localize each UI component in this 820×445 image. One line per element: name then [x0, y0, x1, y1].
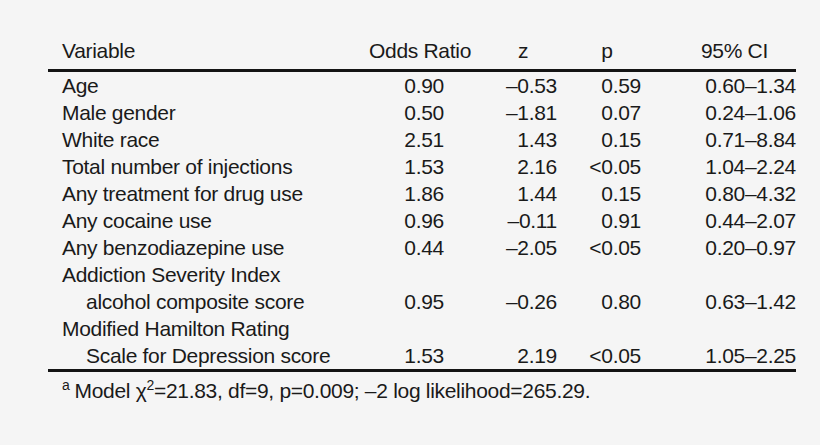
table-row: Scale for Depression score 1.53 2.19 <0.…: [48, 342, 796, 371]
cell-odds-ratio: 1.53: [359, 153, 481, 180]
cell-odds-ratio: [359, 261, 481, 288]
regression-results-table: Variable Odds Ratio z p 95% CI Age 0.90 …: [48, 30, 796, 372]
cell-z: 1.43: [481, 126, 565, 153]
table-row: Any treatment for drug use 1.86 1.44 0.1…: [48, 180, 796, 207]
cell-p: [565, 315, 649, 342]
regression-results-table-wrap: Variable Odds Ratio z p 95% CI Age 0.90 …: [48, 30, 758, 403]
chi-symbol: χ: [136, 379, 147, 402]
column-header-odds-ratio: Odds Ratio: [359, 30, 481, 71]
cell-ci: 0.24–1.06: [649, 99, 796, 126]
cell-variable: Male gender: [48, 99, 359, 126]
cell-z: –1.81: [481, 99, 565, 126]
cell-z: –0.53: [481, 71, 565, 100]
cell-p: 0.59: [565, 71, 649, 100]
cell-ci: 1.04–2.24: [649, 153, 796, 180]
cell-odds-ratio: 0.90: [359, 71, 481, 100]
table-header: Variable Odds Ratio z p 95% CI: [48, 30, 796, 71]
cell-odds-ratio: 0.96: [359, 207, 481, 234]
table-row: Any cocaine use 0.96 –0.11 0.91 0.44–2.0…: [48, 207, 796, 234]
cell-p: 0.07: [565, 99, 649, 126]
cell-variable: Any treatment for drug use: [48, 180, 359, 207]
table-row: White race 2.51 1.43 0.15 0.71–8.84: [48, 126, 796, 153]
table-header-row: Variable Odds Ratio z p 95% CI: [48, 30, 796, 71]
table-row: Modified Hamilton Rating: [48, 315, 796, 342]
cell-variable: Addiction Severity Index: [48, 261, 359, 288]
table-row: Age 0.90 –0.53 0.59 0.60–1.34: [48, 71, 796, 100]
cell-variable: Age: [48, 71, 359, 100]
table-row: Any benzodiazepine use 0.44 –2.05 <0.05 …: [48, 234, 796, 261]
cell-z: 2.19: [481, 342, 565, 371]
cell-ci: 0.44–2.07: [649, 207, 796, 234]
cell-odds-ratio: 0.50: [359, 99, 481, 126]
cell-variable: Any benzodiazepine use: [48, 234, 359, 261]
footnote-text-after-chi: =21.83, df=9, p=0.009; –2 log likelihood…: [154, 379, 590, 402]
cell-z: –0.11: [481, 207, 565, 234]
table-row: alcohol composite score 0.95 –0.26 0.80 …: [48, 288, 796, 315]
cell-variable: Any cocaine use: [48, 207, 359, 234]
cell-variable: Scale for Depression score: [48, 342, 359, 371]
cell-ci: 0.63–1.42: [649, 288, 796, 315]
cell-ci: 0.71–8.84: [649, 126, 796, 153]
cell-odds-ratio: 0.95: [359, 288, 481, 315]
cell-ci: 0.80–4.32: [649, 180, 796, 207]
footnote-text-before-chi: Model: [75, 379, 136, 402]
column-header-ci: 95% CI: [649, 30, 796, 71]
cell-p: [565, 261, 649, 288]
table-row: Total number of injections 1.53 2.16 <0.…: [48, 153, 796, 180]
cell-odds-ratio: 1.53: [359, 342, 481, 371]
cell-z: 1.44: [481, 180, 565, 207]
cell-p: <0.05: [565, 234, 649, 261]
cell-p: 0.80: [565, 288, 649, 315]
cell-odds-ratio: 1.86: [359, 180, 481, 207]
cell-z: [481, 315, 565, 342]
cell-p: 0.15: [565, 126, 649, 153]
cell-z: [481, 261, 565, 288]
cell-variable: alcohol composite score: [48, 288, 359, 315]
cell-p: 0.15: [565, 180, 649, 207]
footnote-marker: a: [62, 377, 70, 393]
table-footnote: a Model χ2=21.83, df=9, p=0.009; –2 log l…: [48, 379, 758, 403]
cell-ci: 1.05–2.25: [649, 342, 796, 371]
column-header-variable: Variable: [48, 30, 359, 71]
table-body: Age 0.90 –0.53 0.59 0.60–1.34 Male gende…: [48, 71, 796, 371]
cell-odds-ratio: 0.44: [359, 234, 481, 261]
cell-odds-ratio: 2.51: [359, 126, 481, 153]
cell-variable: White race: [48, 126, 359, 153]
cell-ci: [649, 261, 796, 288]
cell-variable: Total number of injections: [48, 153, 359, 180]
cell-odds-ratio: [359, 315, 481, 342]
cell-ci: 0.20–0.97: [649, 234, 796, 261]
table-row: Addiction Severity Index: [48, 261, 796, 288]
table-row: Male gender 0.50 –1.81 0.07 0.24–1.06: [48, 99, 796, 126]
chi-exponent: 2: [146, 377, 154, 393]
cell-z: –0.26: [481, 288, 565, 315]
column-header-z: z: [481, 30, 565, 71]
cell-variable: Modified Hamilton Rating: [48, 315, 359, 342]
cell-z: –2.05: [481, 234, 565, 261]
cell-p: <0.05: [565, 153, 649, 180]
cell-z: 2.16: [481, 153, 565, 180]
cell-ci: 0.60–1.34: [649, 71, 796, 100]
cell-p: <0.05: [565, 342, 649, 371]
column-header-p: p: [565, 30, 649, 71]
cell-p: 0.91: [565, 207, 649, 234]
cell-ci: [649, 315, 796, 342]
